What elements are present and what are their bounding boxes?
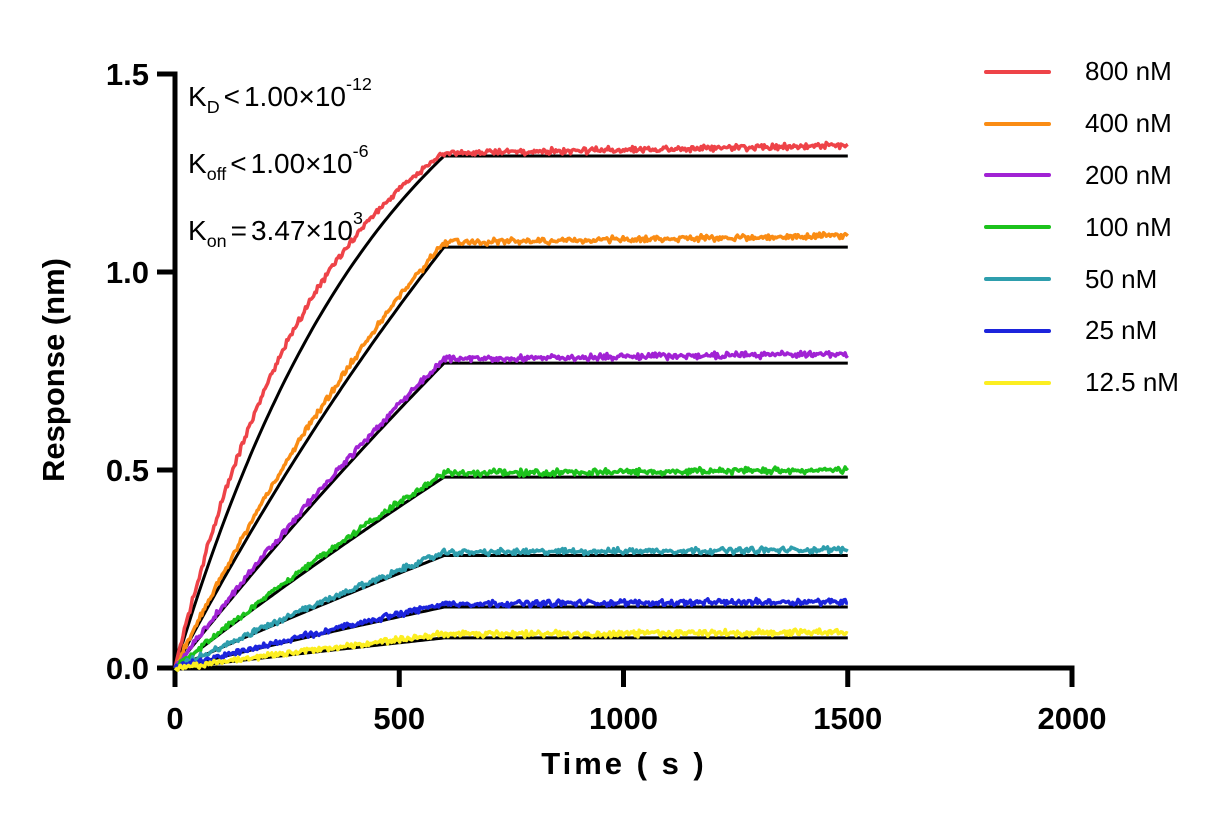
y-tick-label-1.0: 1.0 [106,255,149,290]
kinetics-annotation-line-3: Kon = 3.47×103 [188,207,363,251]
legend-entry-12-5-nM: 12.5 nM [984,357,1179,409]
fit-path-800-nM [173,154,848,669]
legend-label: 200 nM [1085,159,1172,190]
legend-line-icon [984,380,1051,385]
legend-entry-50-nM: 50 nM [984,253,1179,305]
legend-line-icon [984,225,1051,230]
y-tick-label-0.5: 0.5 [106,453,149,488]
x-axis-label: Time ( s ) [541,746,707,781]
fit-path-400-nM [173,245,848,669]
legend-entry-800-nM: 800 nM [984,46,1179,98]
x-tick-label-1500: 1500 [813,701,882,736]
legend-entry-100-nM: 100 nM [984,201,1179,253]
series-path-800-nM [173,140,849,669]
kinetics-annotation-line-1: KD <1.00×10-12 [188,74,372,117]
legend-line-icon [984,277,1051,282]
legend-label: 400 nM [1085,108,1172,139]
x-tick-label-1000: 1000 [589,701,658,736]
legend: 800 nM 400 nM 200 nM 100 nM 50 nM 25 nM 12.5 n… [984,46,1179,409]
legend-entry-200-nM: 200 nM [984,150,1179,202]
x-tick-label-2000: 2000 [1038,701,1107,736]
legend-label: 100 nM [1085,211,1172,242]
fit-path-100-nM [174,475,848,670]
kinetics-annotation-line-2: Koff <1.00×10-6 [188,140,369,184]
y-tick-label-1.5: 1.5 [106,57,149,92]
x-tick-label-0: 0 [166,701,183,736]
legend-line-icon [984,121,1051,126]
legend-line-icon [984,328,1051,333]
legend-label: 50 nM [1085,263,1158,294]
legend-entry-400-nM: 400 nM [984,98,1179,150]
y-axis-label: Response (nm) [36,258,71,482]
series-path-50-nM [173,545,849,672]
legend-line-icon [984,173,1051,178]
series-path-100-nM [173,465,849,669]
y-tick-label-0.0: 0.0 [106,651,149,686]
series-path-25-nM [173,596,849,671]
legend-line-icon [984,69,1051,74]
series-path-12-5-nM [173,627,849,672]
legend-label: 12.5 nM [1085,367,1179,398]
kinetics-annotation: KD <1.00×10-12 Koff <1.00×10-6 Kon = 3.47×103 [188,62,372,263]
x-tick-label-500: 500 [373,701,425,736]
legend-entry-25-nM: 25 nM [984,305,1179,357]
legend-label: 800 nM [1085,56,1172,87]
series-path-200-nM [173,349,849,669]
series-path-400-nM [174,230,849,670]
legend-label: 25 nM [1085,315,1158,346]
